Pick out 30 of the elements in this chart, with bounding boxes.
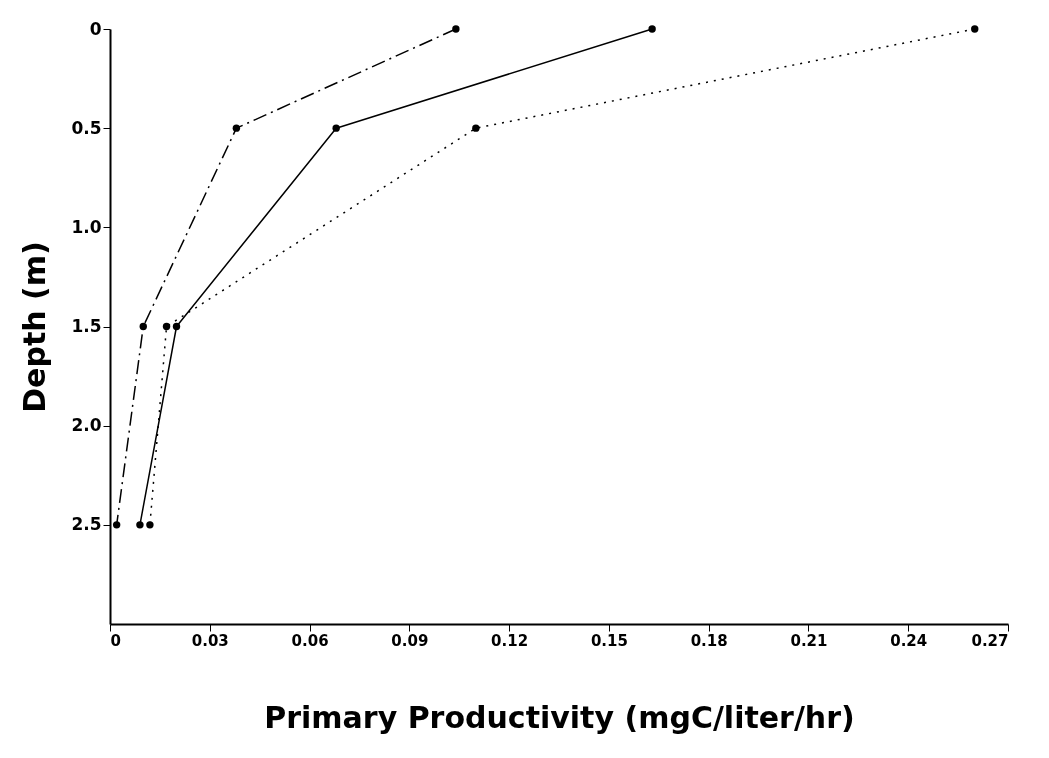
x-tick-label: 0.27: [971, 631, 1009, 650]
y-tick-label: 2.5: [71, 514, 102, 535]
point: [146, 521, 154, 529]
point: [332, 124, 340, 132]
y-tick-label: 0.5: [71, 117, 102, 138]
x-tick-label: 0.12: [491, 631, 529, 650]
x-tick-label: 0.24: [890, 631, 928, 650]
x-axis-title: Primary Productivity (mgC/liter/hr): [264, 699, 855, 735]
x-tick-label: 0.15: [590, 631, 628, 650]
x-tick-label: 0.18: [690, 631, 728, 650]
x-tick-label: 0: [110, 631, 121, 650]
point: [472, 124, 480, 132]
y-axis-title: Depth (m): [17, 241, 53, 413]
point: [139, 322, 147, 331]
x-tick-label: 0.03: [191, 631, 229, 650]
x-tick-label: 0.06: [291, 631, 329, 650]
y-tick-label: 2.0: [71, 415, 102, 436]
point: [452, 25, 460, 33]
point: [136, 521, 144, 529]
point: [162, 322, 171, 331]
point: [112, 521, 121, 529]
point: [172, 322, 181, 331]
x-tick-label: 0.21: [790, 631, 828, 650]
y-tick-label: 1.0: [71, 216, 102, 237]
point: [971, 25, 979, 33]
y-tick-label: 0: [89, 18, 102, 39]
point: [232, 124, 241, 132]
point: [648, 25, 656, 33]
x-tick-label: 0.09: [391, 631, 429, 650]
y-tick-label: 1.5: [71, 316, 102, 336]
